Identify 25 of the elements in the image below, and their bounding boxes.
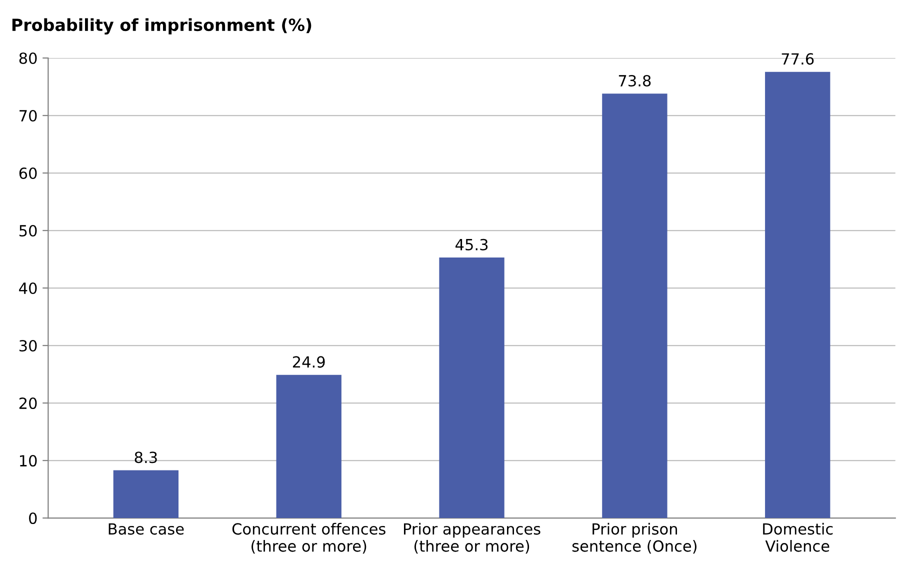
y-tick-label: 70 [20,110,37,122]
y-tick-label: 30 [19,340,37,352]
y-tick-label: 20 [19,397,37,410]
y-tick-label: 10 [20,454,37,467]
data-label: 77.6 [782,53,814,65]
chart-title: Probability of imprisonment (%) [12,18,312,34]
data-label: 8.3 [134,452,157,464]
x-tick-label: Prior prison sentence (Once) [572,522,696,554]
y-tick-label: 0 [29,512,37,524]
data-label: 45.3 [456,238,488,250]
x-tick-label: Domestic Violence [763,522,833,552]
x-tick-label: Concurrent offences (three or more) [232,522,386,554]
y-tick-label: 50 [20,224,37,237]
y-tick-label: 60 [19,167,37,180]
bar [113,470,179,518]
y-tick-label: 40 [19,282,37,294]
data-label: 73.8 [618,74,651,87]
y-tick-label: 80 [19,52,37,64]
x-tick-label: Prior appearances (three or more) [404,522,540,554]
bar [765,72,830,518]
bar [439,258,504,518]
bar [602,94,668,518]
x-tick-label: Base case [108,523,184,535]
data-label: 24.9 [292,356,325,368]
bar [276,374,342,518]
